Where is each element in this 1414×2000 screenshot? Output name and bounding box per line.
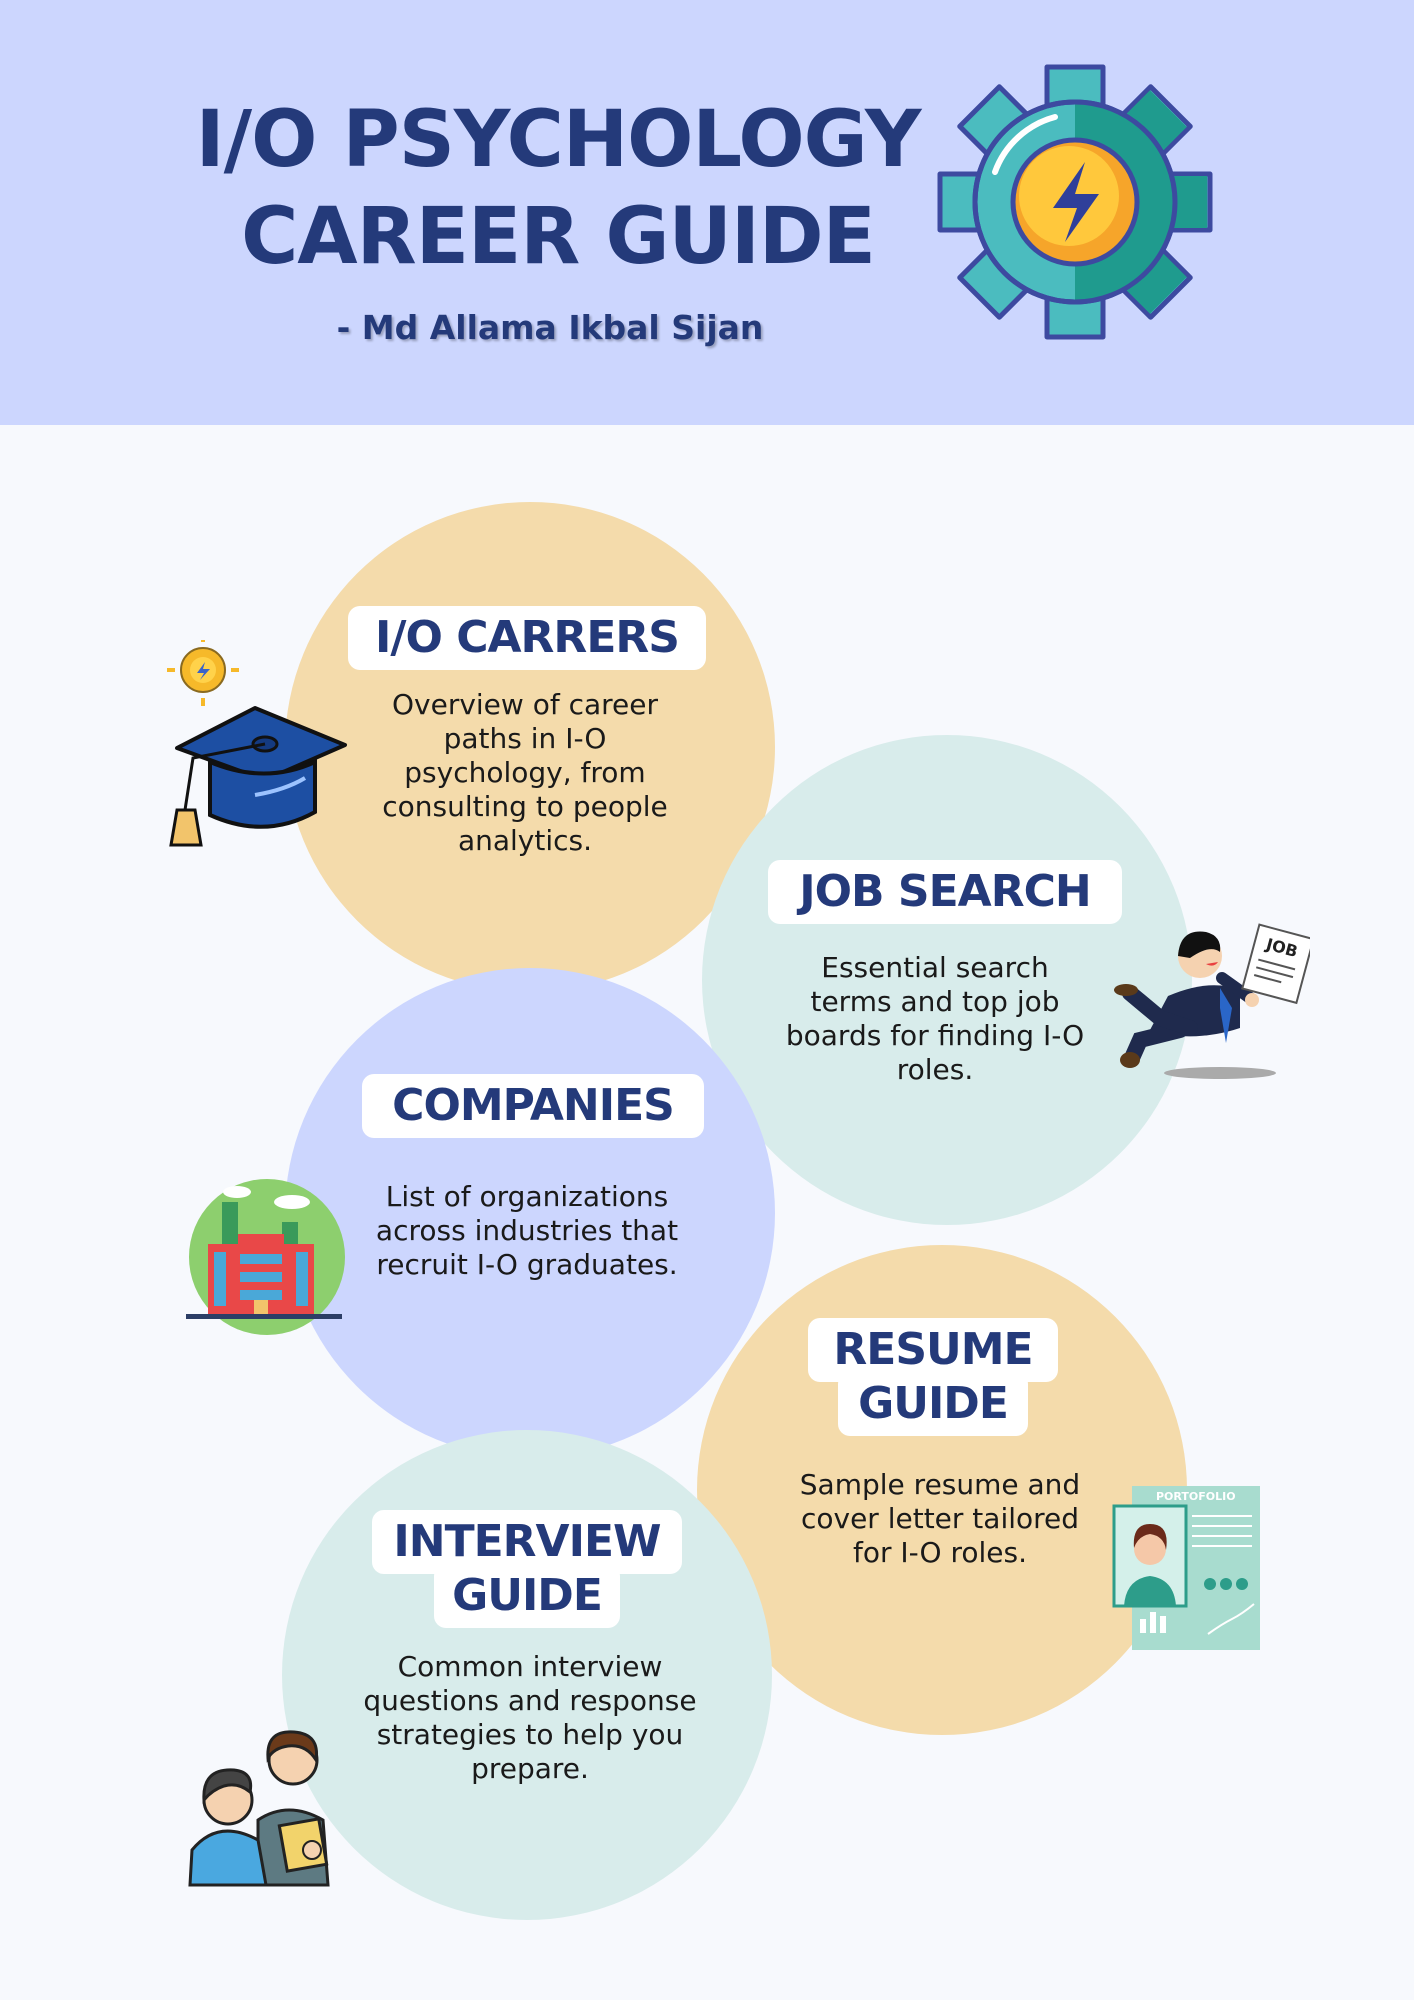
resume-title-line1: RESUME	[808, 1318, 1058, 1382]
office-building-icon	[186, 1179, 345, 1335]
page-title-line2: CAREER GUIDE	[241, 192, 876, 282]
interview-people-icon	[188, 1730, 330, 1887]
author-credit: - Md Allama Ikbal Sijan	[336, 308, 764, 347]
resume-title-line2: GUIDE	[838, 1372, 1028, 1436]
interview-title-line2: GUIDE	[434, 1564, 620, 1628]
careers-circle	[285, 502, 775, 992]
companies-circle	[285, 968, 775, 1458]
companies-description: List of organizations across industries …	[375, 1180, 679, 1281]
job-seeker-icon: JOB	[1114, 923, 1310, 1079]
page-title-line1: I/O PSYCHOLOGY	[195, 95, 922, 185]
portfolio-document-icon: PORTOFOLIO	[1112, 1486, 1260, 1650]
interview-description: Common interview questions and response …	[363, 1650, 697, 1785]
job-search-circle	[702, 735, 1192, 1225]
careers-description: Overview of career paths in I-O psycholo…	[382, 688, 668, 857]
gear-lightning-icon	[937, 64, 1213, 340]
interview-title-line1: INTERVIEW	[372, 1510, 682, 1574]
graduation-cap-icon	[167, 640, 347, 847]
portfolio-label: PORTOFOLIO	[1156, 1490, 1236, 1503]
resume-description: Sample resume and cover letter tailored …	[799, 1468, 1081, 1569]
companies-title: COMPANIES	[362, 1074, 704, 1138]
job-search-description: Essential search terms and top job board…	[785, 951, 1085, 1086]
job-search-title: JOB SEARCH	[768, 860, 1122, 924]
careers-title: I/O CARRERS	[348, 606, 706, 670]
